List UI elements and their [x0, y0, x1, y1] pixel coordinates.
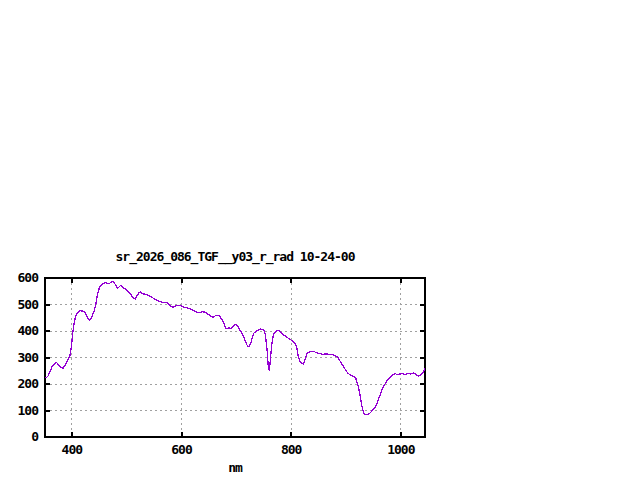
- chart-canvas: sr_2026_086_TGF__y03_r_rad 10-24-00 nm 0…: [0, 0, 640, 480]
- data-line: [45, 282, 425, 415]
- x-tick-label: 400: [42, 443, 102, 457]
- x-tick-label: 1000: [371, 443, 431, 457]
- y-tick-label: 100: [0, 404, 38, 418]
- y-tick-label: 0: [0, 430, 38, 444]
- x-tick-label: 800: [261, 443, 321, 457]
- y-tick-label: 600: [0, 271, 38, 285]
- chart-title: sr_2026_086_TGF__y03_r_rad 10-24-00: [0, 250, 470, 264]
- spectral-plot: [0, 0, 640, 480]
- y-tick-label: 500: [0, 298, 38, 312]
- x-axis-label: nm: [0, 461, 470, 475]
- y-tick-label: 400: [0, 324, 38, 338]
- y-tick-label: 200: [0, 377, 38, 391]
- x-tick-label: 600: [152, 443, 212, 457]
- y-tick-label: 300: [0, 351, 38, 365]
